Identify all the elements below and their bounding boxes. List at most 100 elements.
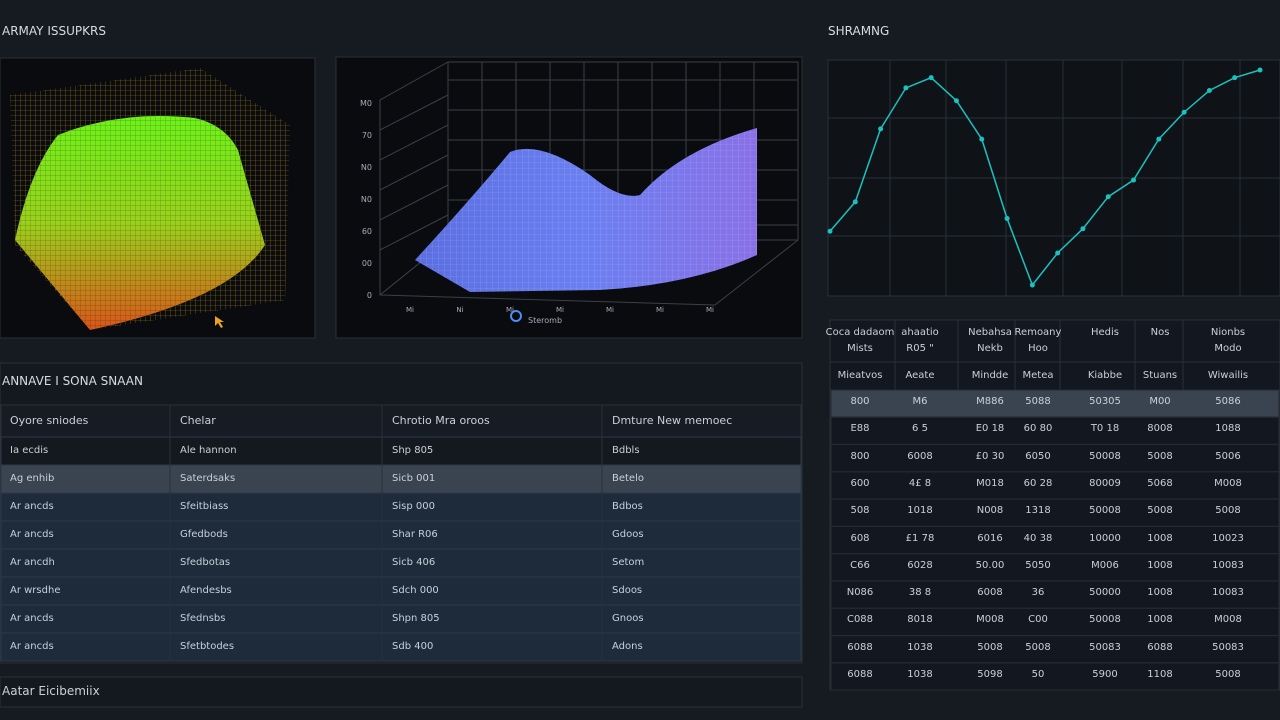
- point: [1181, 109, 1187, 115]
- table-cell: 5008: [1025, 641, 1051, 653]
- table-cell: 608: [850, 532, 870, 544]
- footer-bar: [0, 676, 803, 708]
- table-cell: Shar R06: [392, 529, 438, 540]
- point: [852, 199, 858, 205]
- table-cell: 50008: [1089, 450, 1121, 462]
- table-cell: Betelo: [612, 473, 644, 484]
- column-subheader: Kiabbe: [1087, 370, 1123, 381]
- axis-tick-label: Mi: [406, 306, 414, 314]
- table-cell: E0 18: [975, 423, 1005, 435]
- table-cell: Shpn 805: [392, 613, 440, 624]
- table-cell: M6: [912, 396, 928, 407]
- table-cell: 1318: [1025, 505, 1051, 517]
- axis-tick-label: M0: [360, 99, 372, 108]
- column-subheader: Stuans: [1142, 370, 1178, 381]
- table-cell: M886: [976, 396, 1004, 407]
- axis-tick-label: 70: [362, 131, 372, 140]
- column-header: Nionbs: [1210, 327, 1246, 338]
- table-cell: 600: [850, 477, 870, 489]
- table-cell: 5006: [1215, 450, 1241, 462]
- table-cell: C66: [850, 559, 870, 571]
- table-cell: Sdb 400: [392, 641, 434, 652]
- table-cell: 1018: [907, 505, 933, 517]
- column-header: Mists: [847, 343, 873, 354]
- line: [829, 69, 1261, 287]
- table-cell: Sdoos: [612, 585, 643, 596]
- table-row: [830, 607, 1280, 636]
- table-cell: Ag enhib: [10, 473, 55, 484]
- table-cell: 6050: [1025, 450, 1051, 462]
- table-cell: 1038: [907, 641, 933, 653]
- table-cell: 4£ 8: [908, 477, 932, 489]
- table-cell: 800: [850, 396, 870, 407]
- table-cell: Sicb 001: [392, 473, 436, 484]
- table-cell: 1008: [1147, 532, 1173, 544]
- table-row: [0, 436, 802, 466]
- table-cell: Sfeitbiass: [180, 501, 229, 512]
- table-cell: Adons: [612, 641, 643, 652]
- table-cell: 6088: [847, 641, 873, 653]
- table-cell: 8008: [1147, 423, 1173, 435]
- column-header: R05 ": [906, 343, 934, 354]
- axis-tick-label: Mi: [706, 306, 714, 314]
- table-cell: Bdbls: [612, 445, 640, 456]
- table-cell: 50.00: [975, 559, 1005, 571]
- table-row: [830, 526, 1280, 554]
- table-row: [0, 604, 802, 634]
- table-cell: 5068: [1147, 477, 1173, 489]
- section-title: ARMAY ISSUPKRS: [2, 24, 106, 38]
- table-row: [830, 662, 1280, 691]
- table-cell: Ar wrsdhe: [10, 585, 61, 596]
- table-cell: 40 38: [1023, 532, 1053, 544]
- axis-tick-label: Mi: [606, 306, 614, 314]
- table-cell: 1038: [907, 669, 933, 680]
- table-cell: Saterdsaks: [180, 473, 236, 484]
- point: [953, 98, 959, 104]
- table-row: [0, 520, 802, 550]
- table-cell: M008: [1214, 477, 1242, 489]
- table-cell: 5008: [1147, 505, 1173, 517]
- table-cell: 50305: [1089, 396, 1121, 407]
- table-cell: 50083: [1212, 641, 1244, 653]
- axis-tick-label: Mi: [656, 306, 664, 314]
- table-cell: 10000: [1089, 532, 1121, 544]
- table-cell: 10083: [1212, 587, 1244, 599]
- cursor: [215, 316, 224, 328]
- table-cell: 6088: [1147, 641, 1173, 653]
- table-cell: N086: [846, 587, 874, 599]
- table-cell: Setom: [612, 557, 645, 568]
- column-header: Nebahsa: [968, 327, 1012, 338]
- table-title: ANNAVE I SONA SNAAN: [2, 374, 143, 388]
- table-cell: 508: [850, 505, 870, 517]
- legend-icon: [510, 310, 522, 322]
- point: [903, 85, 909, 91]
- table-cell: 5900: [1092, 669, 1118, 680]
- table-cell: Ar ancdh: [10, 557, 55, 568]
- point: [928, 75, 934, 81]
- column-header: ahaatio: [901, 327, 939, 338]
- column-header: Hoo: [1028, 343, 1048, 354]
- axis-tick-label: 00: [362, 259, 372, 268]
- column-header: Hedis: [1090, 327, 1120, 338]
- point: [1029, 282, 1035, 288]
- table-cell: 5050: [1025, 559, 1051, 571]
- table-cell: 800: [850, 450, 870, 462]
- column-header: Nekb: [977, 343, 1003, 354]
- table-cell: Bdbos: [612, 501, 643, 512]
- table-cell: 38 8: [908, 587, 932, 599]
- table-row: [830, 416, 1280, 445]
- point: [827, 228, 833, 234]
- table-row: [830, 498, 1280, 527]
- column-subheader: Aeate: [905, 370, 935, 381]
- section-title: SHRAMNG: [828, 24, 890, 38]
- table-cell: Ar ancds: [10, 529, 54, 540]
- table-row: [0, 464, 802, 494]
- column-subheader: Metea: [1022, 370, 1054, 381]
- point: [1080, 226, 1086, 232]
- table-cell: 50008: [1089, 505, 1121, 517]
- column-header: Oyore sniodes: [10, 414, 89, 427]
- table-cell: Sfedbotas: [180, 557, 231, 568]
- point: [1055, 250, 1061, 256]
